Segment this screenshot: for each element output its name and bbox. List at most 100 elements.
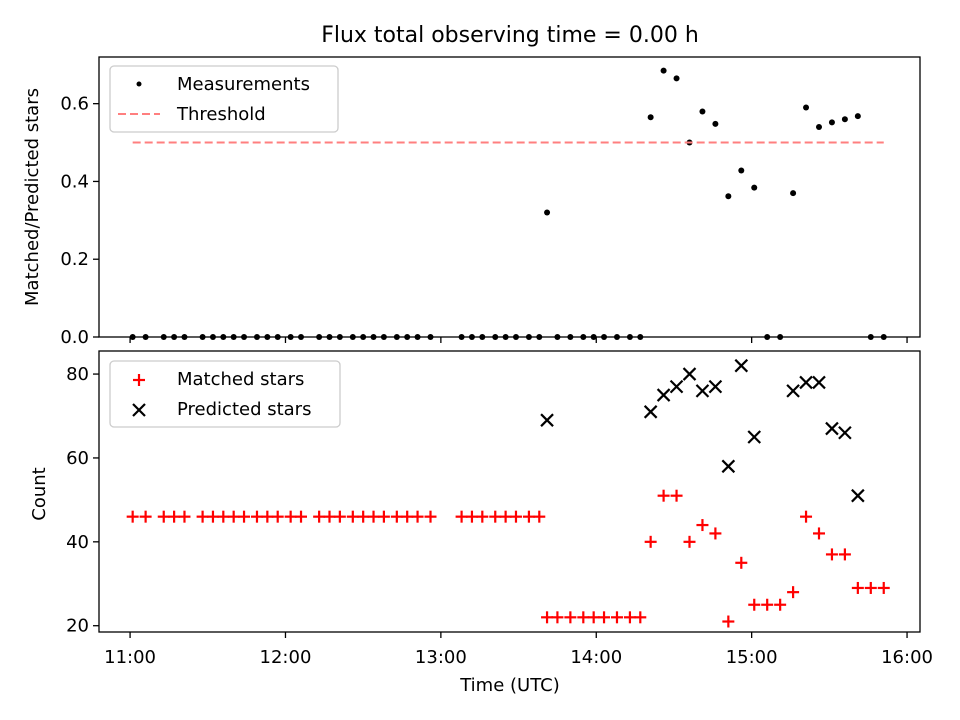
matched-stars-point [864,581,877,594]
measurements-point [601,334,608,340]
measurements-point [854,113,861,120]
top-y-ticks: 0.0 0.2 0.4 0.6 [60,94,99,348]
x-tick-label: 12:00 [260,647,312,668]
measurements-point [580,334,587,340]
measurements-point [404,334,411,340]
measurements-point [828,119,835,126]
matched-stars-point [812,527,825,540]
matched-stars-point [509,510,522,523]
measurements-point [393,334,400,340]
measurements-point [790,190,797,197]
x-tick-label: 15:00 [726,647,778,668]
bottom-plot-frame [98,350,921,633]
top-legend: Measurements Threshold [109,65,339,133]
matched-stars-point [295,510,308,523]
bottom-series [126,358,890,628]
chart-title: Flux total observing time = 0.00 h [321,23,699,48]
matched-stars-point [333,510,346,523]
matched-stars-point [670,489,683,502]
measurements-point [712,120,719,127]
top-panel: Matched/Predicted stars 0.0 0.2 0.4 0.6 Mea… [22,56,921,348]
top-y-axis-label: Matched/Predicted stars [22,88,43,306]
matched-stars-point [761,598,774,611]
x-axis-label: Time (UTC) [459,675,560,696]
measurements-point [637,334,644,340]
measurements-point [725,193,732,200]
bottom-x-ticks: 11:00 12:00 13:00 14:00 15:00 16:00 [104,632,933,668]
measurements-point [181,334,188,340]
predicted-stars-point [734,358,749,373]
matched-stars-point [800,510,813,523]
predicted-stars-point [825,421,839,436]
predicted-stars-point [747,430,762,444]
x-tick-label: 13:00 [415,647,467,668]
measurements-point [536,334,543,340]
matched-stars-point [323,510,336,523]
matched-stars-point [357,510,370,523]
matched-stars-point [644,535,657,548]
legend-marker-predicted-stars [132,403,146,417]
matched-stars-point [139,510,152,523]
measurements-point [287,334,294,340]
measurements-point [590,334,597,340]
measurements-point [479,334,486,340]
measurements-point [458,334,465,340]
matched-stars-point [564,611,577,624]
predicted-stars-point [682,367,697,381]
measurements-point [370,334,377,340]
measurements-point [230,334,237,340]
matched-stars-point [722,615,735,628]
matched-stars-point [610,611,623,624]
matched-stars-point [838,548,851,561]
top-y-tick-label: 0.6 [60,94,89,115]
legend-label-threshold: Threshold [176,104,266,125]
measurements-point [613,334,620,340]
matched-stars-point [787,586,800,599]
measurements-point [468,334,475,340]
matched-stars-point [346,510,359,523]
matched-stars-point [577,611,590,624]
matched-stars-point [271,510,284,523]
matched-stars-point [227,510,240,523]
bottom-y-axis-label: Count [29,467,50,520]
measurements-point [129,334,136,340]
predicted-stars-point [851,488,865,503]
matched-stars-point [401,510,414,523]
top-legend-box [109,65,339,133]
matched-stars-point [709,527,722,540]
matched-stars-point [657,489,670,502]
matched-stars-point [377,510,390,523]
measurements-point [738,167,745,174]
matched-stars-point [206,510,219,523]
measurements-point [209,334,216,340]
matched-stars-point [683,535,696,548]
matched-stars-point [196,510,209,523]
bottom-y-tick-label: 20 [66,616,89,637]
measurements-point [764,334,771,340]
predicted-stars-point [812,375,826,390]
measurements-point [492,334,499,340]
measurements-point [867,334,874,340]
top-plot-frame [98,56,921,338]
measurements-point [414,334,421,340]
matched-stars-point [465,510,478,523]
matched-stars-point [877,581,890,594]
measurements-point [349,334,356,340]
top-series [129,67,887,340]
matched-stars-point [851,581,864,594]
bottom-y-tick-label: 60 [66,448,89,469]
measurements-point [380,334,387,340]
matched-stars-point [489,510,502,523]
predicted-stars-point [656,388,671,402]
predicted-stars-point [695,384,710,398]
measurements-point [841,116,848,123]
legend-label-predicted-stars: Predicted stars [177,399,311,420]
matched-stars-point [261,510,274,523]
measurements-point [298,334,305,340]
predicted-stars-point [799,375,813,390]
measurements-point [567,334,574,340]
bottom-y-tick-label: 80 [66,364,89,385]
predicted-stars-point [540,413,554,427]
matched-stars-point [284,510,297,523]
